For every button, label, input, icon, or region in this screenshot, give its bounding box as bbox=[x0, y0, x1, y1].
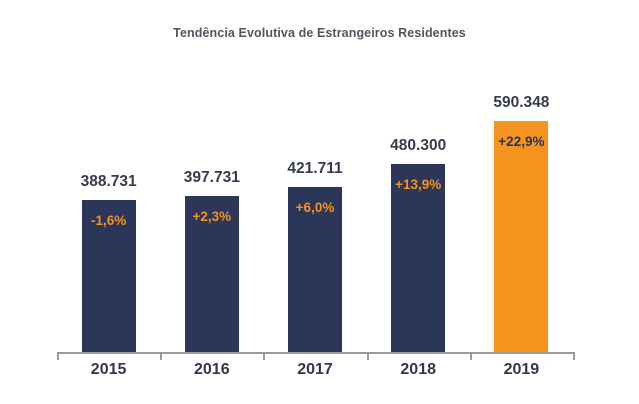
value-label: 388.731 bbox=[80, 173, 137, 190]
pct-change-label: +22,9% bbox=[498, 134, 545, 149]
x-tick-label-2018: 2018 bbox=[400, 361, 436, 378]
x-axis-tick bbox=[57, 352, 59, 360]
value-label: 397.731 bbox=[183, 169, 240, 186]
x-axis-tick bbox=[263, 352, 266, 360]
value-label: 480.300 bbox=[390, 137, 447, 154]
x-axis-tick bbox=[573, 352, 575, 360]
x-tick-label-2015: 2015 bbox=[90, 361, 127, 378]
pct-change-label: +13,9% bbox=[395, 177, 442, 192]
bar-2017: +6,0% bbox=[288, 187, 342, 352]
bar-2015: -1,6% bbox=[81, 200, 136, 352]
x-tick-label-2017: 2017 bbox=[297, 361, 333, 378]
value-label: 590.348 bbox=[493, 94, 550, 111]
value-label: 421.711 bbox=[287, 160, 343, 177]
pct-change-label: +2,3% bbox=[192, 209, 232, 224]
pct-change-label: +6,0% bbox=[295, 200, 335, 215]
x-axis-tick bbox=[366, 352, 369, 360]
pct-change-label: -1,6% bbox=[90, 213, 127, 228]
x-axis-tick bbox=[160, 352, 163, 360]
chart-title: Tendência Evolutiva de Estrangeiros Resi… bbox=[173, 26, 466, 40]
x-axis-line bbox=[57, 352, 575, 354]
x-axis-tick bbox=[469, 352, 472, 360]
x-tick-label-2016: 2016 bbox=[194, 361, 230, 378]
bar-2019: +22,9% bbox=[494, 121, 549, 352]
bar-2018: +13,9% bbox=[391, 164, 446, 352]
x-tick-label-2019: 2019 bbox=[503, 361, 540, 378]
bar-2016: +2,3% bbox=[184, 196, 239, 352]
